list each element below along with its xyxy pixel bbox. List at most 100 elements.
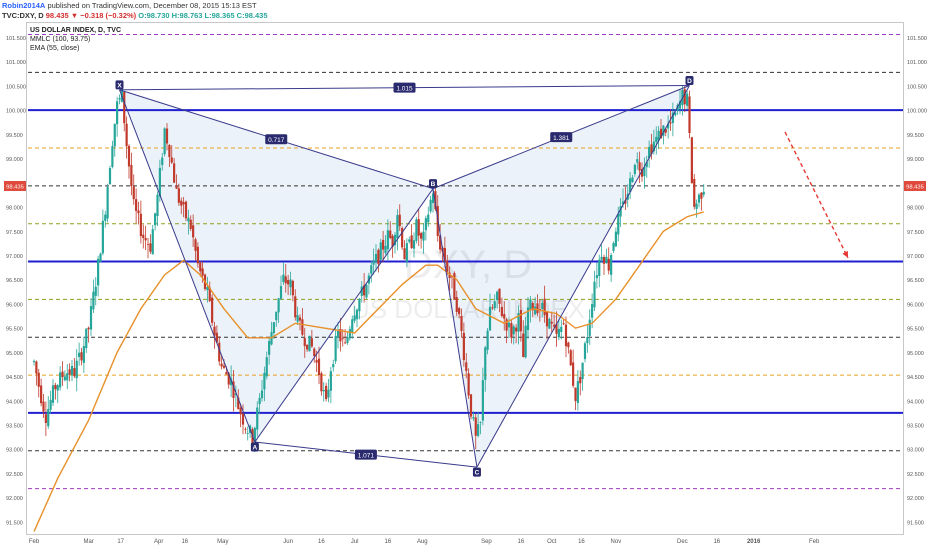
- y-tick-right: 92.000: [907, 496, 924, 502]
- pattern-point-box: [472, 467, 481, 477]
- candle-body: [289, 279, 292, 288]
- candle-body: [477, 424, 480, 436]
- ema-line: [33, 211, 704, 532]
- y-tick-left: 99.000: [6, 157, 23, 163]
- candle-body: [80, 352, 83, 361]
- candle-body: [310, 338, 313, 347]
- candle-body: [398, 214, 401, 227]
- pattern-point-box: [429, 179, 437, 189]
- candle-body: [496, 291, 499, 301]
- candle-body: [636, 159, 639, 163]
- candle-body: [47, 409, 50, 427]
- candle-body: [260, 390, 264, 399]
- candle-body: [37, 372, 40, 387]
- candle-body: [315, 360, 318, 363]
- last-price-tag-right: 98.435: [906, 184, 924, 190]
- arrow-head: [842, 250, 848, 258]
- candle-body: [137, 210, 140, 214]
- price-change: 98.435 ▼ −0.318 (−0.32%): [45, 11, 137, 20]
- candle-body: [101, 220, 104, 254]
- x-tick-label: Aug: [417, 539, 428, 545]
- ratio-label-box: [265, 134, 288, 145]
- candle-body: [391, 235, 394, 247]
- y-tick-right: 95.000: [907, 351, 924, 357]
- candle-body: [531, 303, 534, 311]
- candle-body: [586, 337, 589, 344]
- candle-body: [89, 306, 93, 330]
- x-tick-label: Mar: [83, 539, 93, 545]
- candle-body: [683, 89, 686, 105]
- candle-body: [401, 227, 404, 248]
- candle-body: [434, 191, 437, 210]
- candle-body: [227, 373, 230, 385]
- candle-body: [579, 377, 582, 384]
- pattern-point-box: [250, 442, 259, 452]
- y-tick-right: 100.500: [907, 84, 927, 90]
- y-tick-left: 97.000: [6, 254, 23, 260]
- candle-body: [156, 194, 159, 217]
- x-tick-label: Oct: [547, 539, 557, 545]
- x-tick-label: 16: [181, 539, 188, 545]
- x-tick-label: Jul: [351, 539, 359, 545]
- candle-body: [334, 336, 337, 362]
- candle-body: [576, 381, 579, 403]
- legend-ema[interactable]: EMA (55, close): [30, 45, 80, 52]
- candle-body: [282, 274, 285, 282]
- y-tick-right: 96.000: [907, 302, 924, 308]
- pattern-point-label: C: [475, 470, 480, 477]
- candle-body: [678, 101, 682, 109]
- candle-body: [417, 219, 420, 236]
- legend-title: US DOLLAR INDEX, D, TVC: [30, 27, 122, 34]
- candle-body: [633, 164, 636, 175]
- candle-body: [467, 373, 470, 396]
- candle-body: [82, 346, 85, 363]
- candle-body: [201, 268, 204, 276]
- candle-body: [272, 322, 275, 334]
- candle-body: [410, 235, 413, 249]
- candle-body: [515, 327, 518, 332]
- x-tick-label: Apr: [154, 539, 163, 545]
- candle-body: [648, 146, 651, 159]
- y-tick-right: 91.500: [907, 520, 924, 526]
- last-price-tag-left: 98.435: [6, 184, 24, 190]
- x-tick-label: 16: [518, 539, 525, 545]
- harmonic-leg: [254, 188, 434, 443]
- symbol-info: TVC:DXY, D 98.435 ▼ −0.318 (−0.32%) O:98…: [2, 11, 268, 20]
- candle-body: [657, 130, 660, 141]
- publisher-name[interactable]: Robin2014A: [2, 1, 46, 10]
- candle-body: [415, 219, 418, 241]
- candle-body: [256, 407, 259, 430]
- candle-body: [284, 276, 287, 284]
- candle-body: [336, 329, 340, 338]
- candle-body: [557, 328, 560, 338]
- x-tick-label: Feb: [809, 539, 820, 545]
- candle-body: [346, 337, 349, 343]
- candle-body: [196, 246, 199, 264]
- ratio-label-box: [354, 449, 377, 460]
- candle-body: [591, 304, 594, 318]
- candle-body: [344, 342, 347, 344]
- legend-mmlc[interactable]: MMLC (100, 93.75): [30, 36, 91, 43]
- chart-legend: US DOLLAR INDEX, D, TVC MMLC (100, 93.75…: [30, 26, 121, 53]
- candle-body: [246, 433, 249, 434]
- candle-body: [697, 194, 701, 203]
- candle-body: [674, 112, 677, 116]
- candle-body: [182, 202, 185, 205]
- candle-body: [610, 254, 613, 275]
- candle-body: [32, 361, 36, 363]
- candle-body: [123, 91, 126, 124]
- candle-body: [612, 242, 615, 251]
- candle-body: [365, 284, 368, 298]
- candle-body: [458, 308, 461, 315]
- candle-body: [70, 366, 74, 376]
- candle-body: [488, 306, 492, 331]
- candle-body: [199, 262, 202, 272]
- candle-body: [526, 307, 530, 331]
- candle-body: [545, 311, 549, 327]
- candle-body: [325, 385, 328, 399]
- candle-body: [341, 338, 344, 340]
- candle-body: [322, 389, 325, 392]
- candle-body: [139, 213, 142, 237]
- candle-body: [659, 128, 663, 139]
